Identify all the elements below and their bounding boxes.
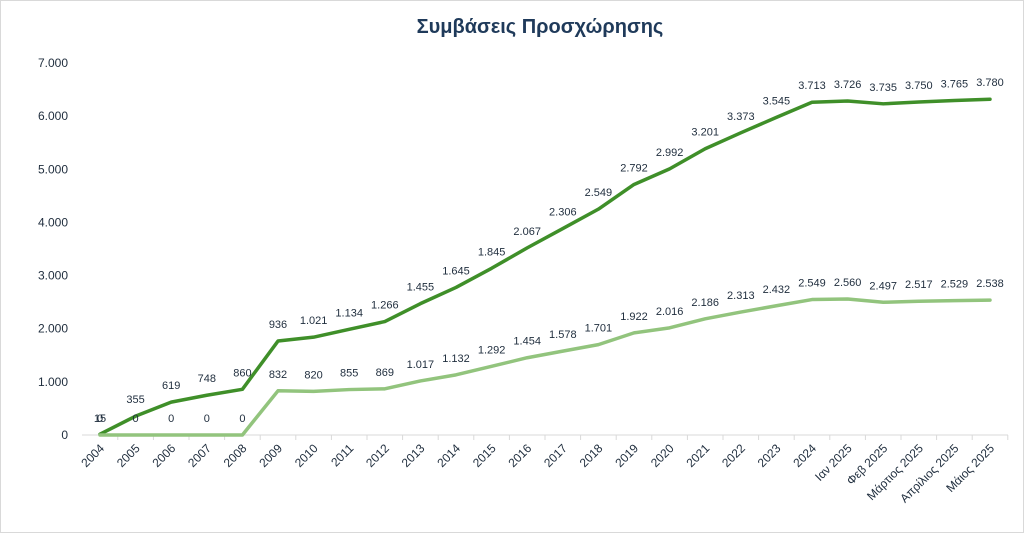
data-label-series-2: 2.549 — [798, 278, 826, 290]
data-label-series-2: 1.701 — [585, 323, 613, 335]
data-label-series-2: 2.560 — [834, 277, 862, 289]
x-tick-label: 2022 — [719, 441, 748, 470]
series-layer — [98, 97, 992, 437]
chart-title: Συμβάσεις Προσχώρησης — [417, 16, 664, 38]
data-label-series-2: 820 — [304, 369, 322, 381]
x-tick-label: 2006 — [150, 441, 179, 470]
x-tick-label: 2021 — [684, 441, 713, 470]
y-tick-label: 1.000 — [38, 375, 68, 389]
data-label-series-2: 869 — [376, 367, 394, 379]
data-label-series-1: 1.021 — [300, 315, 328, 327]
data-label-series-2: 0 — [97, 413, 103, 425]
data-label-series-2: 2.432 — [763, 284, 791, 296]
x-tick-label: 2014 — [434, 441, 463, 470]
data-label-series-1: 936 — [269, 319, 287, 331]
x-tick-label: 2019 — [612, 441, 641, 470]
x-tick-label: 2016 — [506, 441, 535, 470]
data-label-series-1: 2.306 — [549, 207, 577, 219]
x-tick-label: 2011 — [328, 441, 356, 469]
x-tick-label: 2020 — [648, 441, 677, 470]
x-tick-label: 2010 — [292, 441, 321, 470]
data-label-series-2: 1.017 — [407, 359, 435, 371]
data-label-series-2: 1.922 — [620, 311, 648, 323]
x-tick-label: 2015 — [470, 441, 499, 470]
axes: 0 1.000 2.000 3.000 4.000 5.000 6.000 7.000 2004… — [38, 56, 1009, 506]
data-label-series-2: 1.292 — [478, 344, 506, 356]
data-label-series-2: 2.313 — [727, 290, 755, 302]
x-tick-label: 2004 — [78, 441, 107, 470]
x-tick-label: 2012 — [363, 441, 392, 470]
data-label-series-2: 2.517 — [905, 279, 933, 291]
x-tick-label: 2005 — [114, 441, 143, 470]
data-label-series-2: 0 — [239, 413, 245, 425]
y-tick-label: 7.000 — [38, 56, 68, 70]
data-label-series-2: 2.186 — [691, 297, 719, 309]
data-label-series-2: 855 — [340, 368, 358, 380]
data-label-series-1: 748 — [198, 373, 216, 385]
series-line-1 — [98, 97, 992, 436]
data-label-series-1: 2.792 — [620, 162, 648, 174]
data-label-series-1: 3.545 — [763, 95, 791, 107]
data-label-series-1: 1.134 — [335, 307, 363, 319]
x-tick-label: 2013 — [399, 441, 428, 470]
data-label-series-1: 2.067 — [513, 226, 541, 238]
data-label-series-2: 2.529 — [941, 279, 969, 291]
data-label-series-2: 0 — [204, 413, 210, 425]
data-label-series-2: 2.016 — [656, 306, 684, 318]
data-label-series-1: 3.713 — [798, 80, 826, 92]
x-tick-label: 2017 — [541, 441, 570, 470]
data-label-series-1: 355 — [126, 394, 144, 406]
y-tick-label: 2.000 — [38, 322, 68, 336]
data-label-series-1: 619 — [162, 380, 180, 392]
data-label-series-1: 860 — [233, 367, 251, 379]
data-label-series-1: 1.845 — [478, 246, 506, 258]
data-label-series-1: 1.645 — [442, 265, 470, 277]
x-tick-label: 2018 — [577, 441, 606, 470]
data-label-series-2: 2.497 — [869, 280, 897, 292]
x-tick-label: 2023 — [755, 441, 784, 470]
data-label-series-1: 3.750 — [905, 80, 933, 92]
data-label-series-1: 1.455 — [407, 282, 435, 294]
x-tick-label: 2008 — [221, 441, 250, 470]
data-label-series-1: 3.765 — [941, 79, 969, 91]
y-tick-label: 4.000 — [38, 215, 68, 229]
data-label-series-1: 3.726 — [834, 79, 862, 91]
data-label-series-2: 832 — [269, 369, 287, 381]
data-label-series-1: 3.735 — [869, 82, 897, 94]
data-label-series-2: 0 — [168, 413, 174, 425]
data-label-series-1: 2.549 — [585, 187, 613, 199]
y-tick-label: 6.000 — [38, 109, 68, 123]
data-label-series-1: 3.780 — [976, 77, 1004, 89]
y-tick-label: 3.000 — [38, 269, 68, 283]
data-label-series-2: 1.132 — [442, 353, 470, 365]
data-label-series-2: 1.578 — [549, 329, 577, 341]
data-label-series-1: 3.201 — [691, 127, 719, 139]
data-label-series-2: 2.538 — [976, 278, 1004, 290]
y-tick-label: 0 — [61, 428, 68, 442]
data-label-series-1: 2.992 — [656, 147, 684, 159]
data-label-series-2: 1.454 — [513, 336, 541, 348]
data-label-series-1: 15 — [94, 413, 106, 425]
data-label-series-2: 0 — [133, 413, 139, 425]
y-tick-label: 5.000 — [38, 162, 68, 176]
x-tick-label: 2024 — [790, 441, 819, 470]
data-label-series-1: 1.266 — [371, 300, 399, 312]
x-tick-label: 2007 — [185, 441, 214, 470]
series-line-2 — [98, 297, 992, 437]
data-labels: 15 355 619 748 860 936 1.021 1.134 1.266 1.455 1.6… — [94, 77, 1004, 425]
x-tick-label: 2009 — [256, 441, 285, 470]
data-label-series-1: 3.373 — [727, 111, 755, 123]
